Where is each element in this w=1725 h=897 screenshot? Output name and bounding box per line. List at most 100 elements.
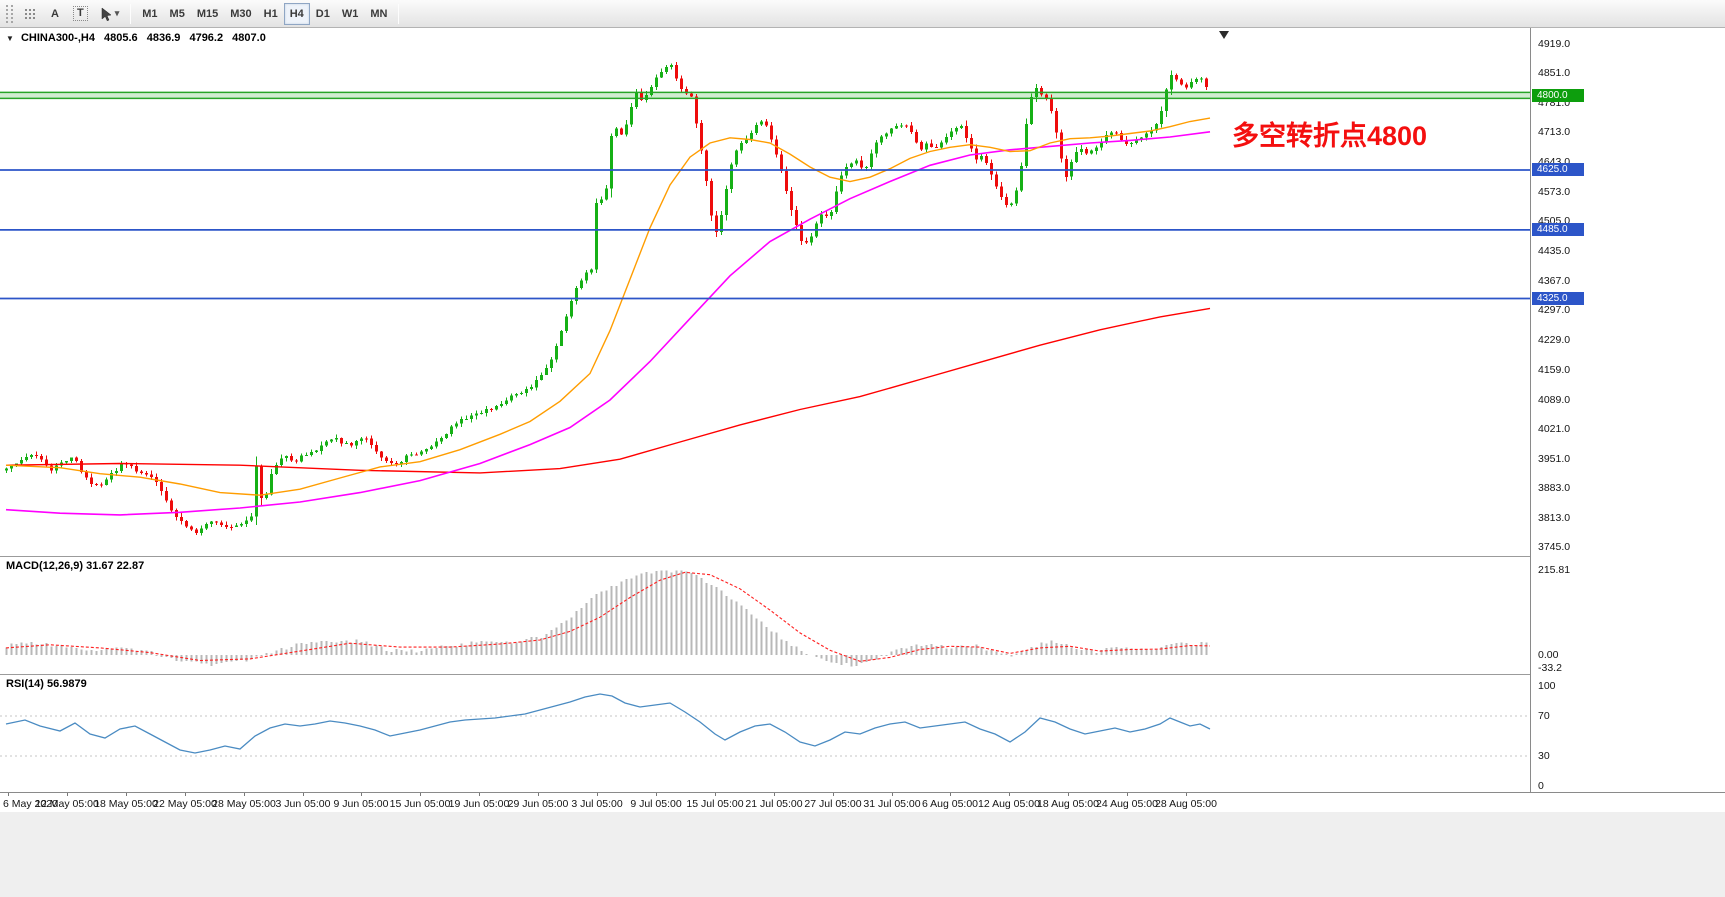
macd-histogram — [5, 570, 1208, 667]
price-tick-label: 4367.0 — [1538, 275, 1571, 287]
time-tick — [892, 793, 893, 796]
time-tick — [1068, 793, 1069, 796]
grid-icon — [25, 8, 35, 19]
price-tick-label: 4021.0 — [1538, 423, 1571, 435]
time-tick — [303, 793, 304, 796]
panel-separator[interactable] — [0, 556, 1725, 557]
price-chart[interactable] — [0, 28, 1530, 556]
time-tick-label: 28 May 05:00 — [212, 798, 276, 810]
macd-tick-label: -33.2 — [1538, 662, 1562, 674]
time-tick — [244, 793, 245, 796]
support-price-tag: 4325.0 — [1532, 292, 1584, 305]
time-tick — [1009, 793, 1010, 796]
macd-signal-line — [5, 571, 1211, 662]
timeframe-button-mn[interactable]: MN — [364, 3, 393, 25]
collapse-arrow-icon[interactable]: ▼ — [6, 34, 14, 43]
rsi-line — [5, 693, 1211, 754]
time-tick — [950, 793, 951, 796]
price-axis[interactable]: 4919.0 4851.0 4781.0 4713.0 4643.0 4573.0 4505… — [1530, 28, 1725, 792]
time-tick — [8, 793, 9, 796]
time-axis[interactable]: 6 May 2020 12 May 05:00 18 May 05:00 22 May… — [0, 792, 1725, 812]
time-tick-label: 6 May 2020 — [3, 798, 58, 810]
price-tick-label: 4919.0 — [1538, 38, 1571, 50]
time-tick-label: 27 Jul 05:00 — [804, 798, 862, 810]
main-toolbar: A T ▾ M1 M5 M15 M30 H1 H4 D1 W1 MN — [0, 0, 1725, 28]
time-tick-label: 29 Jun 05:00 — [507, 798, 569, 810]
cursor-icon — [101, 6, 112, 21]
ohlc-open: 4805.6 — [104, 32, 138, 44]
toolbar-separator — [398, 3, 400, 24]
timeframe-button-d1[interactable]: D1 — [310, 3, 336, 25]
timeframe-button-m30[interactable]: M30 — [224, 3, 257, 25]
time-tick-label: 9 Jul 05:00 — [630, 798, 682, 810]
text-box-icon: T — [73, 6, 88, 21]
text-box-button[interactable]: T — [67, 3, 94, 25]
chart-window: ▼ CHINA300-,H4 4805.6 4836.9 4796.2 4807… — [0, 28, 1725, 812]
price-tick-label: 4159.0 — [1538, 364, 1571, 376]
rsi-label: RSI(14) 56.9879 — [6, 678, 87, 690]
price-tick-label: 4435.0 — [1538, 245, 1571, 257]
time-tick-label: 18 Aug 05:00 — [1037, 798, 1099, 810]
toolbar-separator — [130, 3, 132, 24]
time-tick-label: 12 Aug 05:00 — [978, 798, 1040, 810]
time-tick-label: 3 Jul 05:00 — [571, 798, 623, 810]
time-tick-label: 31 Jul 05:00 — [863, 798, 921, 810]
price-tick-label: 4573.0 — [1538, 186, 1571, 198]
price-annotation: 多空转折点4800 — [1232, 121, 1428, 151]
ohlc-high: 4836.9 — [146, 32, 181, 44]
price-tick-label: 4089.0 — [1538, 394, 1571, 406]
time-tick-label: 6 Aug 05:00 — [921, 798, 979, 810]
ohlc-close: 4807.0 — [232, 32, 266, 44]
last-bar-marker-icon[interactable] — [1219, 31, 1229, 39]
support-price-tag: 4485.0 — [1532, 223, 1584, 236]
timeframe-button-w1[interactable]: W1 — [336, 3, 365, 25]
rsi-tick-label: 30 — [1538, 750, 1550, 762]
time-tick-label: 15 Jun 05:00 — [389, 798, 451, 810]
timeframe-button-m1[interactable]: M1 — [136, 3, 163, 25]
price-tick-label: 3883.0 — [1538, 482, 1571, 494]
time-tick-label: 24 Aug 05:00 — [1096, 798, 1158, 810]
resistance-band — [0, 92, 1530, 99]
time-tick — [420, 793, 421, 796]
panel-separator[interactable] — [0, 674, 1725, 675]
price-tick-label: 3813.0 — [1538, 512, 1571, 524]
crosshair-grid-button[interactable] — [17, 3, 43, 25]
rsi-level-lines — [0, 715, 1530, 757]
ma-fast-line — [5, 117, 1211, 496]
horizontal-levels — [0, 91, 1530, 300]
time-tick — [656, 793, 657, 796]
text-label-icon: A — [51, 7, 59, 20]
price-tick-label: 3745.0 — [1538, 541, 1571, 553]
timeframe-button-m5[interactable]: M5 — [164, 3, 191, 25]
time-tick — [715, 793, 716, 796]
timeframe-toolbar: M1 M5 M15 M30 H1 H4 D1 W1 MN — [136, 2, 393, 25]
toolbar-grip[interactable] — [6, 4, 13, 23]
drawing-tool-button[interactable]: ▾ — [94, 3, 126, 25]
price-tick-label: 4851.0 — [1538, 67, 1571, 79]
time-tick-label: 22 May 05:00 — [153, 798, 217, 810]
text-label-button[interactable]: A — [43, 3, 67, 25]
time-tick-label: 15 Jul 05:00 — [686, 798, 744, 810]
ohlc-header: ▼ CHINA300-,H4 4805.6 4836.9 4796.2 4807… — [6, 32, 272, 44]
rsi-tick-label: 70 — [1538, 710, 1550, 722]
timeframe-button-h1[interactable]: H1 — [258, 3, 284, 25]
timeframe-button-h4[interactable]: H4 — [283, 2, 310, 25]
price-tick-label: 4713.0 — [1538, 126, 1571, 138]
timeframe-button-m15[interactable]: M15 — [191, 3, 224, 25]
rsi-tick-label: 100 — [1538, 680, 1556, 692]
time-tick — [361, 793, 362, 796]
time-tick — [67, 793, 68, 796]
resistance-price-tag: 4800.0 — [1532, 89, 1584, 102]
macd-label: MACD(12,26,9) 31.67 22.87 — [6, 560, 145, 572]
time-tick — [833, 793, 834, 796]
dropdown-caret-icon: ▾ — [114, 8, 120, 18]
macd-tick-label: 215.81 — [1538, 564, 1571, 576]
time-tick-label: 12 May 05:00 — [35, 798, 99, 810]
price-tick-label: 4229.0 — [1538, 334, 1571, 346]
macd-panel[interactable] — [0, 556, 1530, 674]
candlestick-series — [5, 62, 1208, 536]
rsi-panel[interactable] — [0, 674, 1530, 792]
time-tick-label: 28 Aug 05:00 — [1155, 798, 1217, 810]
time-tick-label: 9 Jun 05:00 — [333, 798, 389, 810]
